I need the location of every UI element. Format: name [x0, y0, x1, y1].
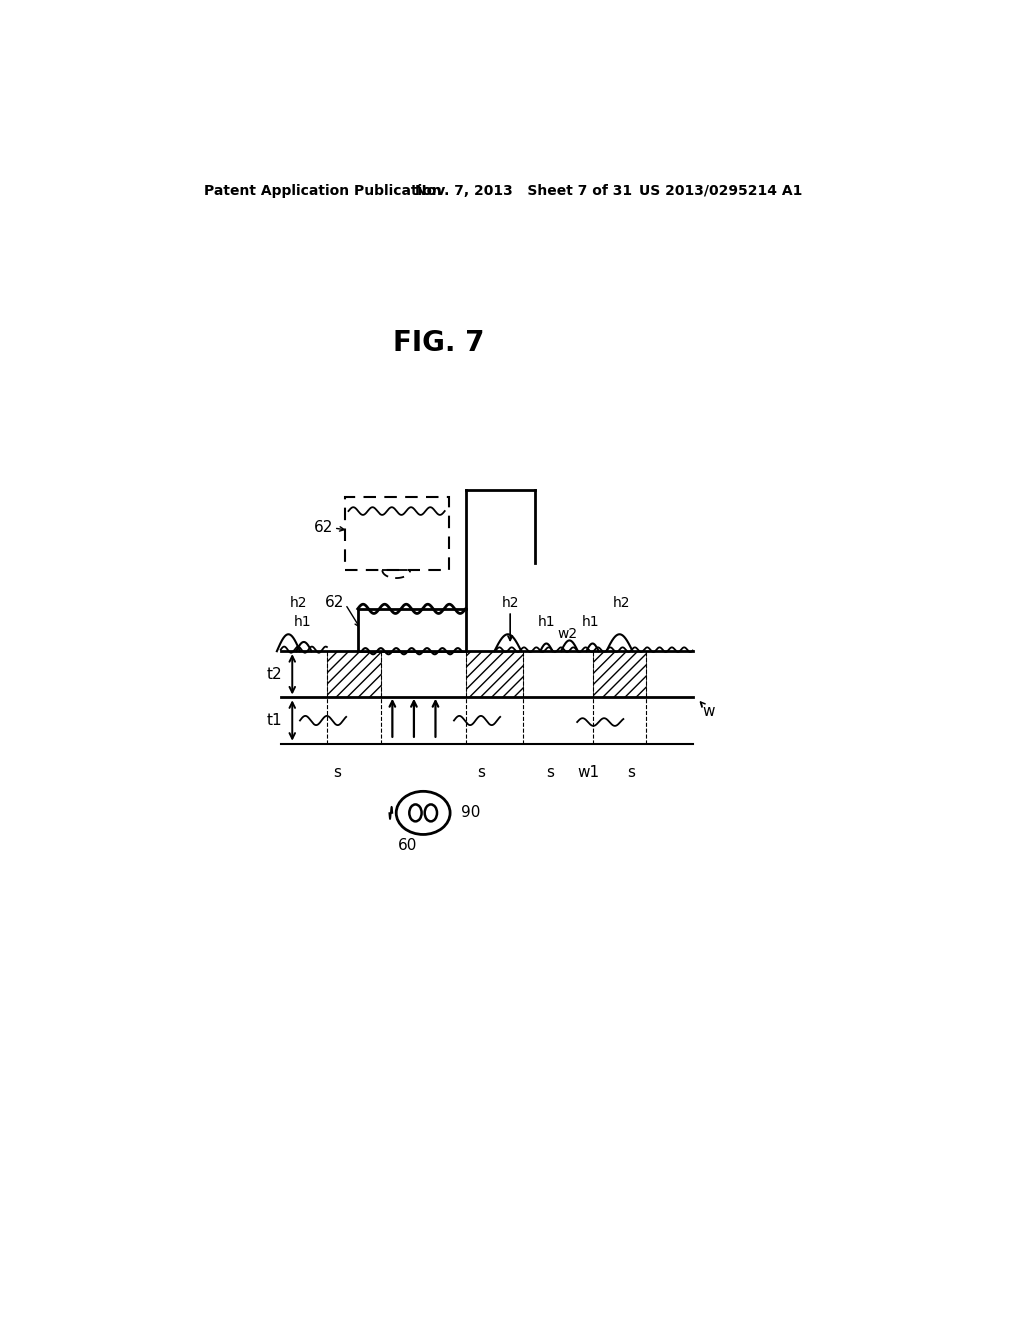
Ellipse shape: [425, 804, 437, 821]
Bar: [381, 651, 466, 697]
Text: s: s: [477, 766, 485, 780]
Text: FIG. 7: FIG. 7: [393, 329, 484, 358]
Text: 60: 60: [398, 838, 418, 853]
Bar: [327, 651, 381, 697]
Text: w2: w2: [558, 627, 578, 642]
Text: w: w: [701, 704, 715, 719]
Text: US 2013/0295214 A1: US 2013/0295214 A1: [639, 183, 802, 198]
Bar: [281, 651, 327, 697]
Text: h1: h1: [583, 615, 600, 628]
Text: 90: 90: [461, 805, 480, 821]
Text: h2: h2: [613, 597, 631, 610]
Ellipse shape: [396, 792, 451, 834]
Bar: [345, 498, 449, 570]
Text: h1: h1: [538, 615, 555, 628]
Text: t2: t2: [266, 667, 283, 682]
Ellipse shape: [410, 804, 422, 821]
Text: s: s: [627, 766, 635, 780]
Text: s: s: [333, 766, 341, 780]
Text: s: s: [546, 766, 554, 780]
Bar: [357, 609, 466, 651]
Text: t1: t1: [266, 713, 283, 729]
Text: h2: h2: [502, 597, 519, 610]
Text: w1: w1: [577, 766, 599, 780]
Bar: [523, 651, 593, 697]
Text: h2: h2: [290, 597, 307, 610]
Bar: [466, 651, 523, 697]
Text: 62: 62: [313, 520, 333, 536]
Text: 62: 62: [326, 595, 345, 610]
Text: Patent Application Publication: Patent Application Publication: [204, 183, 441, 198]
Text: h1: h1: [294, 615, 312, 628]
Bar: [593, 651, 646, 697]
Bar: [646, 651, 692, 697]
Text: Nov. 7, 2013   Sheet 7 of 31: Nov. 7, 2013 Sheet 7 of 31: [416, 183, 633, 198]
